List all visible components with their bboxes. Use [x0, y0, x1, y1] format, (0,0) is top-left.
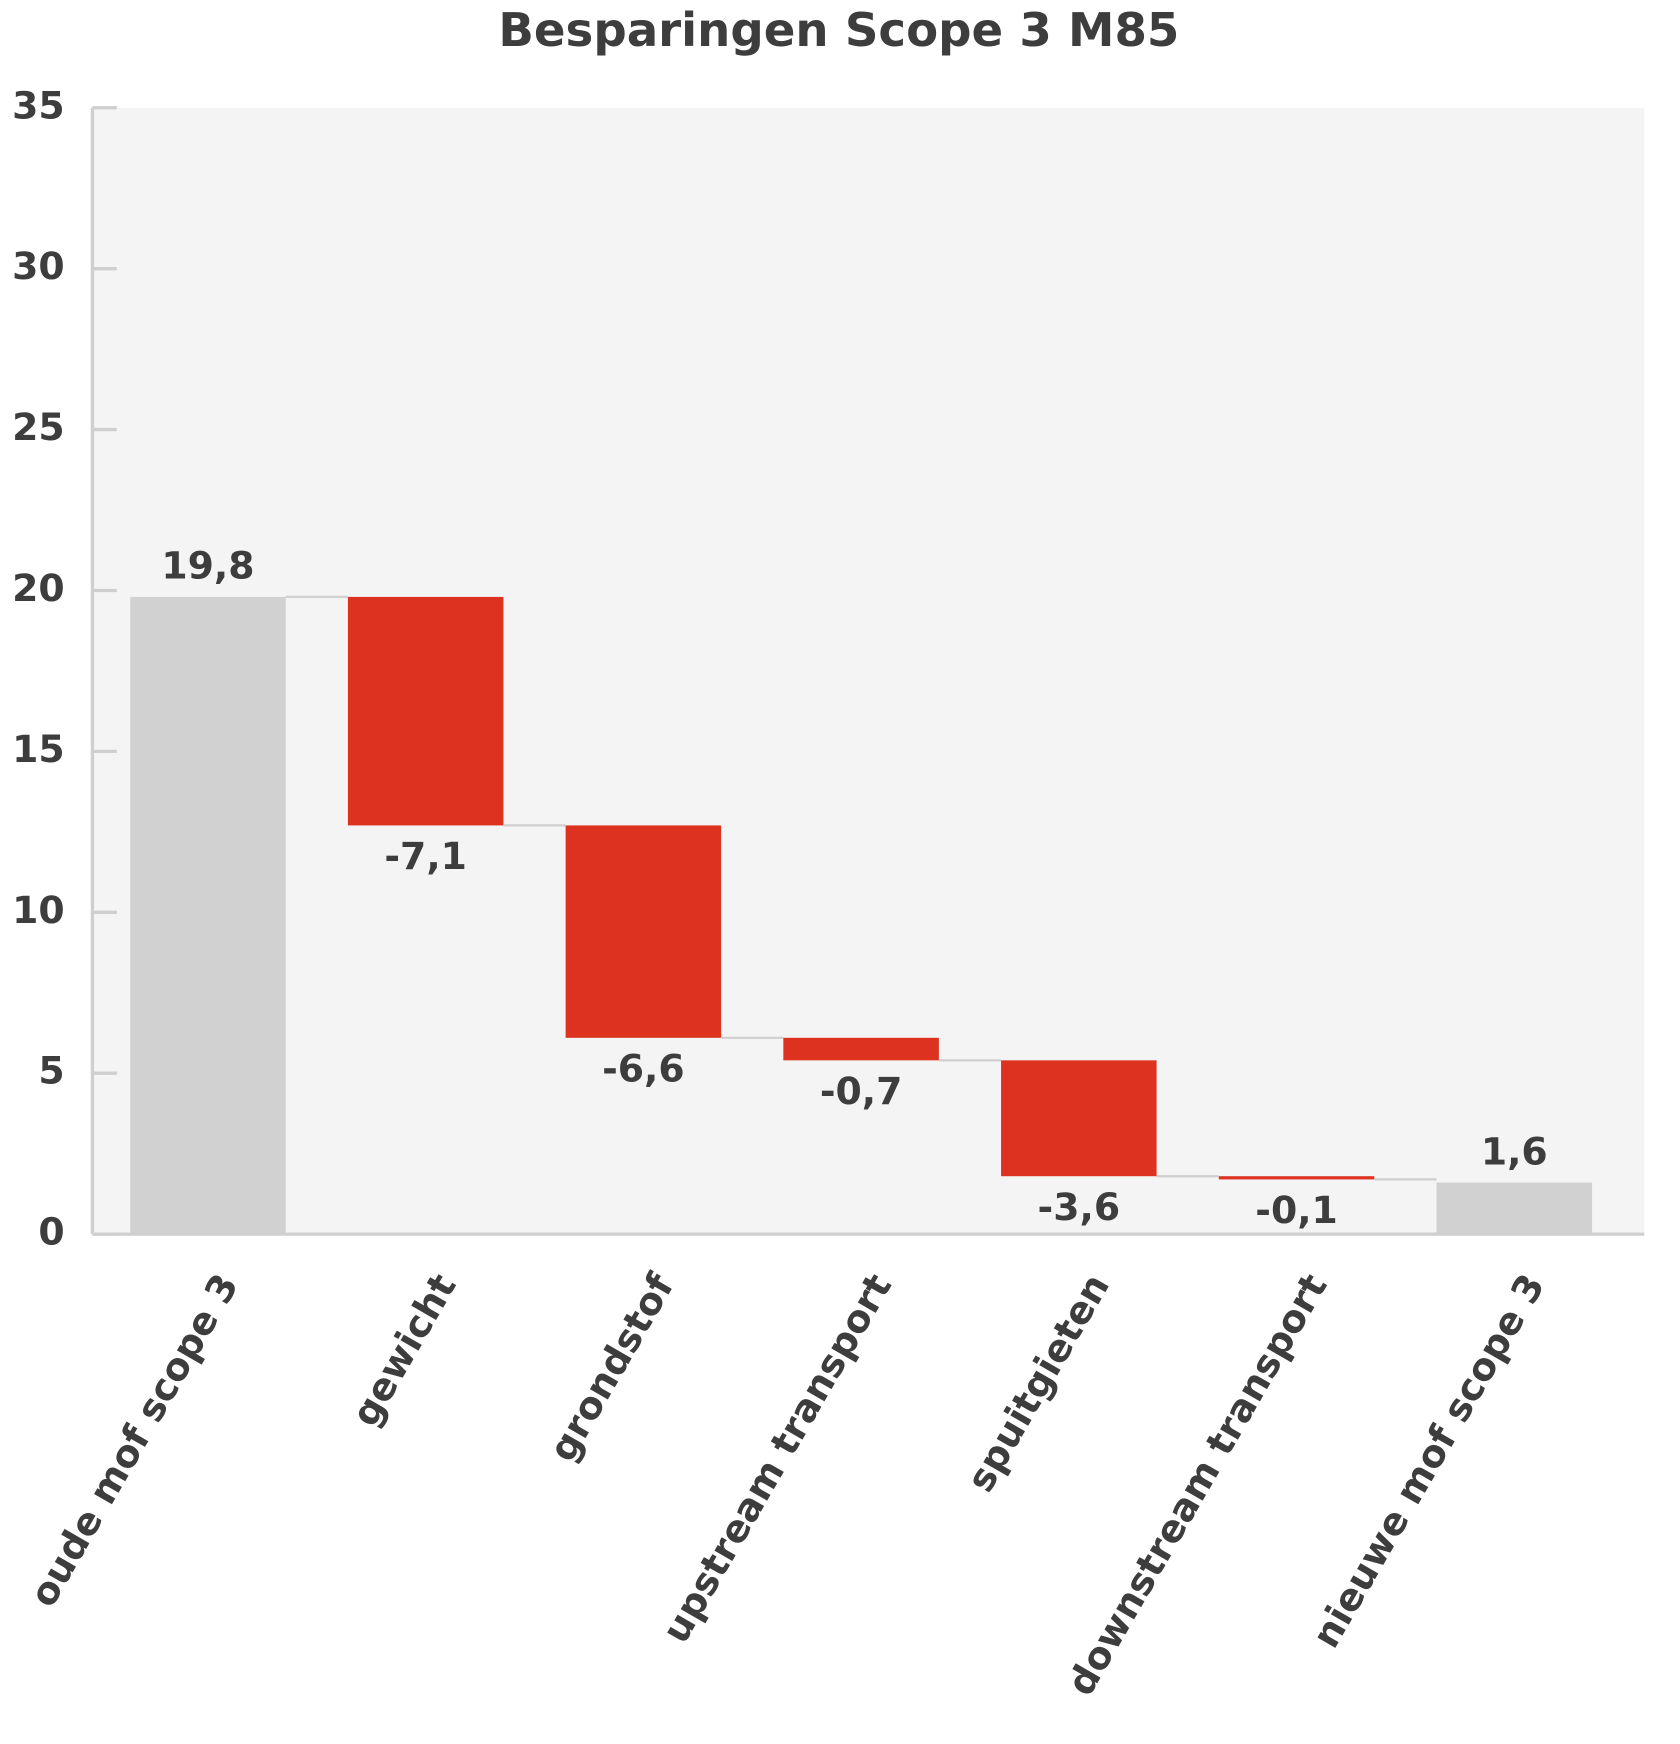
- value-label: 1,6: [1481, 1129, 1548, 1173]
- x-tick-label: oude mof scope 3: [21, 1266, 247, 1614]
- x-tick-label: spuitgieten: [958, 1266, 1118, 1499]
- y-tick-label: 25: [12, 405, 65, 449]
- y-tick-label: 20: [12, 566, 65, 610]
- y-tick-label: 10: [12, 888, 65, 932]
- x-tick-label: upstream transport: [653, 1266, 900, 1650]
- x-tick-label: downstream transport: [1058, 1266, 1335, 1702]
- value-label: -3,6: [1038, 1185, 1121, 1229]
- bar: [565, 825, 722, 1038]
- y-tick-label: 30: [12, 244, 65, 288]
- value-label: 19,8: [161, 544, 254, 588]
- y-tick-label: 0: [38, 1210, 64, 1254]
- value-label: -6,6: [602, 1047, 685, 1091]
- bar: [1001, 1060, 1157, 1177]
- value-label: -0,7: [820, 1069, 903, 1113]
- chart-title: Besparingen Scope 3 M85: [498, 4, 1179, 58]
- bar: [130, 596, 286, 1235]
- bar: [347, 596, 504, 826]
- y-tick-label: 15: [12, 727, 65, 771]
- value-label: -0,1: [1255, 1188, 1338, 1232]
- plot-area: [92, 107, 1645, 1235]
- bar: [1436, 1182, 1593, 1235]
- value-label: -7,1: [384, 834, 467, 878]
- y-tick-label: 35: [12, 83, 65, 127]
- x-tick-label: gewicht: [343, 1266, 465, 1433]
- x-tick-label: nieuwe mof scope 3: [1303, 1266, 1553, 1655]
- y-tick-label: 5: [38, 1049, 64, 1093]
- bar: [1218, 1176, 1375, 1180]
- bar: [783, 1037, 939, 1061]
- x-tick-label: grondstof: [540, 1266, 683, 1469]
